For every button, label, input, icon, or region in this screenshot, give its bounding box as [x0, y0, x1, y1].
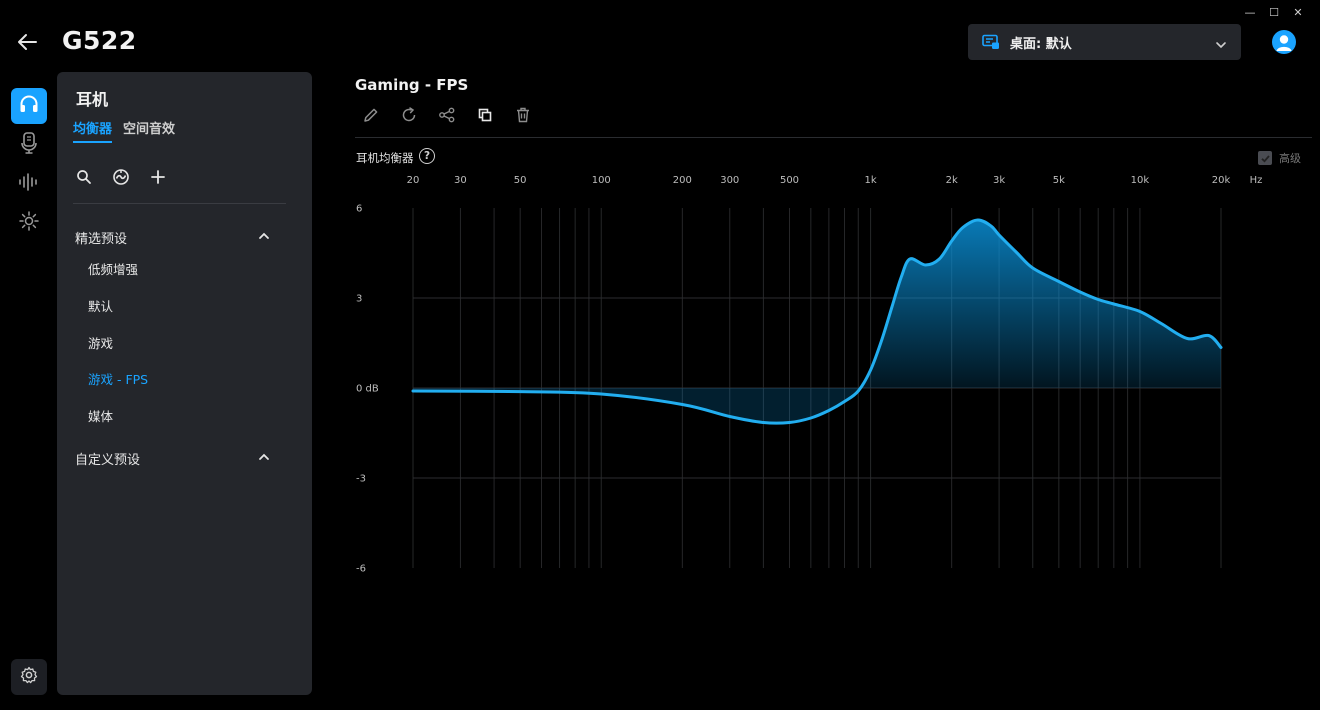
- reset-icon[interactable]: [399, 105, 419, 125]
- panel-title: 耳机: [76, 90, 109, 109]
- chevron-down-icon: [1215, 36, 1227, 49]
- chevron-up-icon: [258, 451, 270, 463]
- close-button[interactable]: ✕: [1293, 5, 1303, 19]
- x-tick-label: 20: [407, 175, 420, 186]
- sound-wave-icon: [18, 171, 40, 197]
- microphone-icon: [18, 131, 40, 159]
- eq-chart[interactable]: 20 30 50 100 200 300 500 1k 2k 3k 5k 10k 20k Hz 6 3 0 dB…: [340, 165, 1315, 585]
- headphones-icon: [18, 93, 40, 119]
- tab-equalizer[interactable]: 均衡器: [73, 118, 113, 143]
- preset-gaming-fps[interactable]: 游戏 - FPS: [88, 372, 149, 387]
- maximize-button[interactable]: ☐: [1269, 5, 1279, 19]
- desktop-profile-icon: [982, 34, 1000, 50]
- preset-bass-boost[interactable]: 低频增强: [88, 262, 139, 277]
- preset-gaming[interactable]: 游戏: [88, 336, 114, 351]
- x-tick-label: 200: [673, 175, 692, 186]
- y-tick-label: -6: [356, 564, 366, 575]
- profile-dropdown[interactable]: 桌面: 默认: [968, 24, 1241, 60]
- preset-media[interactable]: 媒体: [88, 409, 114, 424]
- x-tick-label: 3k: [993, 175, 1005, 186]
- eq-curve-fill: [413, 219, 1221, 388]
- back-arrow-icon[interactable]: [14, 30, 40, 54]
- y-tick-label: -3: [356, 474, 366, 485]
- tab-spatial-audio[interactable]: 空间音效: [123, 122, 176, 137]
- featured-presets-header[interactable]: 精选预设: [75, 228, 270, 247]
- x-tick-label: 50: [514, 175, 527, 186]
- y-tick-label: 3: [356, 294, 362, 305]
- main-divider: [355, 137, 1312, 138]
- x-tick-label: 10k: [1131, 175, 1150, 186]
- help-icon[interactable]: ?: [419, 148, 435, 164]
- lighting-icon: [18, 210, 40, 236]
- device-title: G522: [62, 26, 137, 55]
- window-controls: — ☐ ✕: [1238, 4, 1310, 20]
- preset-gallery-icon[interactable]: [112, 168, 130, 186]
- panel-divider: [73, 203, 286, 204]
- x-tick-label: 100: [592, 175, 611, 186]
- equalizer-panel: 耳机 均衡器 空间音效 精选预设 低频增强 默认 游戏 游戏 - FPS 媒体 …: [57, 72, 312, 695]
- eq-curve-negative-fill: [413, 388, 1221, 424]
- advanced-toggle[interactable]: 高级: [1258, 150, 1301, 166]
- share-icon[interactable]: [437, 105, 457, 125]
- x-tick-label: 2k: [946, 175, 958, 186]
- profile-dropdown-label: 桌面: 默认: [1010, 36, 1072, 52]
- x-axis-unit: Hz: [1250, 175, 1263, 186]
- x-tick-label: 30: [454, 175, 467, 186]
- edit-icon[interactable]: [361, 105, 381, 125]
- custom-presets-label: 自定义预设: [75, 453, 141, 468]
- gear-icon: [20, 666, 38, 688]
- headphone-eq-label: 耳机均衡器: [356, 151, 414, 165]
- y-tick-label: 6: [356, 204, 362, 215]
- rail-microphone-button[interactable]: [11, 127, 47, 163]
- x-tick-label: 20k: [1212, 175, 1231, 186]
- user-account-icon[interactable]: [1272, 30, 1296, 54]
- featured-presets-label: 精选预设: [75, 232, 128, 247]
- preset-default[interactable]: 默认: [88, 299, 114, 314]
- rail-sound-button[interactable]: [11, 166, 47, 202]
- minimize-button[interactable]: —: [1244, 5, 1256, 19]
- eq-curve-line[interactable]: [411, 218, 1223, 425]
- delete-icon[interactable]: [513, 105, 533, 125]
- preset-title: Gaming - FPS: [355, 76, 469, 94]
- chevron-up-icon: [258, 230, 270, 242]
- rail-settings-button[interactable]: [11, 659, 47, 695]
- x-tick-label: 5k: [1053, 175, 1065, 186]
- add-icon[interactable]: [149, 168, 167, 186]
- y-tick-label: 0 dB: [356, 384, 379, 395]
- advanced-checkbox[interactable]: [1258, 151, 1272, 165]
- custom-presets-header[interactable]: 自定义预设: [75, 449, 270, 468]
- rail-headphones-button[interactable]: [11, 88, 47, 124]
- x-tick-label: 300: [720, 175, 739, 186]
- x-tick-label: 1k: [865, 175, 877, 186]
- x-tick-label: 500: [780, 175, 799, 186]
- duplicate-icon[interactable]: [475, 105, 495, 125]
- search-icon[interactable]: [75, 168, 93, 186]
- rail-lighting-button[interactable]: [11, 205, 47, 241]
- advanced-label: 高级: [1279, 152, 1301, 165]
